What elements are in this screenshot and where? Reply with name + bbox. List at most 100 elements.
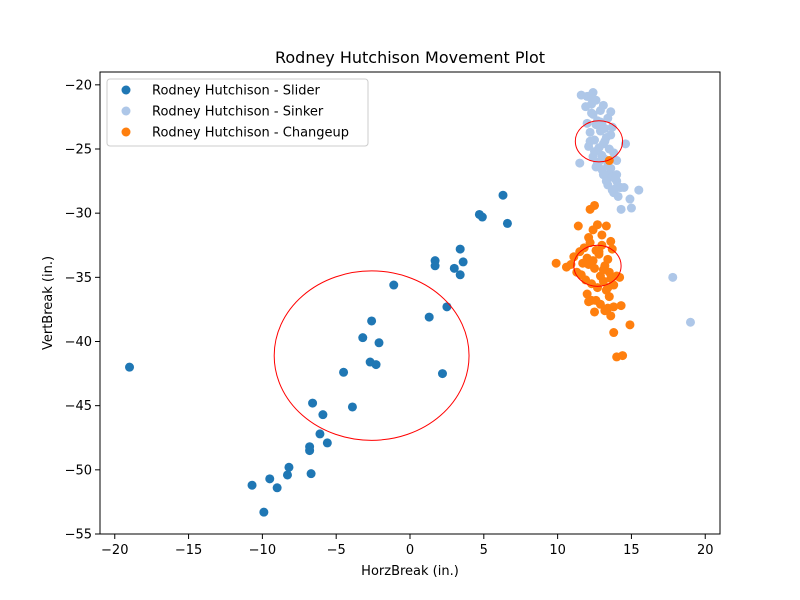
legend-marker — [121, 127, 131, 137]
data-point — [437, 369, 447, 379]
data-point — [588, 256, 598, 266]
highlight-circle — [273, 270, 470, 441]
data-point — [621, 139, 631, 149]
data-point — [626, 203, 636, 213]
data-point — [601, 176, 611, 186]
data-point — [582, 289, 592, 299]
data-point — [125, 362, 135, 372]
data-point — [598, 265, 608, 275]
data-point — [315, 429, 325, 439]
x-tick-label: −20 — [101, 543, 128, 558]
data-point — [498, 190, 508, 200]
data-point — [616, 204, 626, 214]
highlight-circles — [273, 120, 624, 441]
x-tick-label: 20 — [697, 543, 714, 558]
data-point — [619, 183, 629, 192]
data-points — [125, 88, 695, 517]
data-point — [600, 136, 610, 146]
legend-label: Rodney Hutchison - Changeup — [152, 126, 349, 141]
data-point — [371, 360, 381, 370]
y-tick-label: −25 — [65, 143, 92, 158]
data-point — [578, 258, 588, 268]
data-point — [282, 470, 292, 480]
data-point — [598, 100, 608, 110]
highlight-circle — [573, 244, 622, 287]
y-tick-label: −20 — [65, 78, 92, 93]
data-point — [610, 174, 620, 184]
x-tick-label: −10 — [249, 543, 276, 558]
legend-label: Rodney Hutchison - Slider — [152, 84, 320, 99]
data-point — [594, 247, 604, 257]
data-point — [389, 280, 399, 290]
chart-title: Rodney Hutchison Movement Plot — [275, 48, 545, 67]
legend-box — [106, 78, 369, 147]
y-tick-label: −30 — [65, 207, 92, 222]
data-point — [625, 194, 635, 204]
y-tick-label: −35 — [65, 271, 92, 286]
data-point — [592, 283, 602, 293]
data-point — [634, 185, 644, 195]
data-point — [424, 312, 434, 322]
data-point — [502, 218, 512, 228]
data-point — [305, 442, 315, 452]
data-point — [591, 162, 601, 172]
data-point — [477, 212, 487, 222]
data-point — [575, 158, 585, 168]
x-axis-label: HorzBreak (in.) — [361, 564, 459, 579]
data-point — [668, 272, 678, 282]
x-tick-label: −5 — [327, 543, 346, 558]
data-point — [590, 200, 600, 210]
data-point — [442, 302, 452, 312]
data-point — [347, 402, 357, 412]
data-point — [272, 483, 282, 493]
legend: Rodney Hutchison - Slider Rodney Hutchiso… — [106, 78, 369, 147]
x-tick-label: −15 — [175, 543, 202, 558]
data-point — [259, 507, 269, 517]
data-point — [609, 328, 619, 338]
data-point — [590, 147, 600, 157]
data-point — [573, 221, 583, 231]
y-axis-ticks: −55 −50 −45 −40 −35 −30 −25 −20 — [65, 78, 100, 543]
data-point — [607, 122, 617, 132]
legend-label: Rodney Hutchison - Sinker — [152, 105, 324, 120]
x-tick-label: 0 — [406, 543, 414, 558]
data-point — [598, 276, 608, 286]
data-point — [306, 469, 316, 479]
data-point — [612, 156, 622, 166]
data-point — [585, 127, 595, 137]
y-axis-label: VertBreak (in.) — [41, 256, 56, 350]
data-point — [606, 311, 616, 321]
data-point — [367, 316, 377, 326]
data-point — [265, 474, 275, 484]
data-point — [591, 95, 601, 105]
legend-marker — [121, 106, 131, 116]
data-point — [247, 480, 257, 490]
legend-marker — [121, 85, 131, 95]
data-point — [609, 148, 619, 158]
data-point — [618, 351, 628, 361]
data-point — [685, 317, 695, 327]
plot-frame — [99, 71, 721, 535]
data-point — [339, 367, 349, 377]
data-point — [613, 191, 623, 201]
x-axis-ticks: −20 −15 −10 −5 0 5 10 15 20 — [101, 534, 714, 558]
data-point — [584, 297, 594, 307]
data-point — [606, 107, 616, 117]
data-point — [374, 338, 384, 348]
data-point — [606, 163, 616, 173]
data-point — [551, 258, 561, 268]
x-tick-label: 15 — [623, 543, 640, 558]
y-tick-label: −55 — [65, 528, 92, 543]
data-point — [358, 333, 368, 343]
data-point — [582, 91, 592, 101]
data-point — [603, 254, 613, 264]
data-point — [601, 221, 611, 231]
y-tick-label: −45 — [65, 399, 92, 414]
data-point — [318, 410, 328, 420]
data-point — [585, 136, 595, 146]
data-point — [308, 398, 318, 408]
data-point — [625, 320, 635, 330]
series-0-points — [125, 190, 512, 517]
data-point — [458, 257, 468, 267]
